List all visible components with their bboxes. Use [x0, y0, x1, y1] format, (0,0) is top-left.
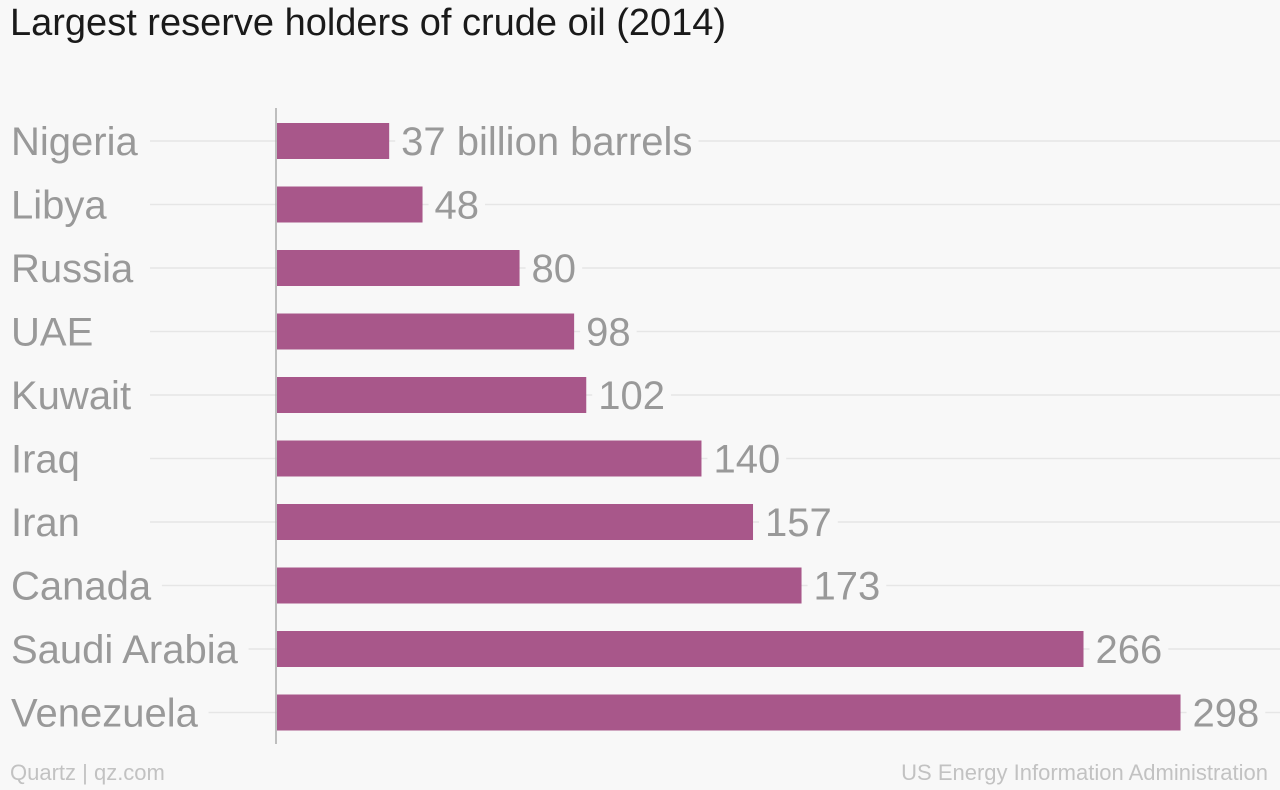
category-label-background [7, 374, 142, 418]
bar [277, 694, 1181, 731]
category-label-background [7, 437, 90, 482]
category-label-background [7, 247, 145, 291]
bar [277, 631, 1084, 667]
bar [277, 313, 575, 350]
value-label-background [395, 120, 699, 164]
value-label: 98 [586, 311, 631, 355]
category-label: Venezuela [11, 692, 199, 736]
category-label: Saudi Arabia [11, 628, 239, 672]
bar [277, 567, 802, 604]
value-label-background [759, 501, 838, 545]
category-label: UAE [11, 311, 93, 355]
category-label: Nigeria [11, 120, 138, 164]
bar [277, 186, 423, 223]
bar [277, 250, 520, 286]
value-label: 157 [765, 501, 832, 545]
category-label: Canada [11, 565, 152, 609]
category-label: Russia [11, 247, 134, 291]
value-label-background [1186, 691, 1266, 736]
bar [277, 440, 702, 477]
chart-title: Largest reserve holders of crude oil (20… [10, 2, 727, 44]
value-label-background [1089, 628, 1169, 672]
category-label: Iraq [11, 438, 80, 482]
category-label-background [7, 310, 104, 355]
value-label: 80 [532, 247, 577, 291]
bar [277, 504, 754, 540]
footer-credit: Quartz | qz.com [10, 760, 165, 785]
category-label-background [7, 501, 90, 545]
bar [277, 123, 390, 159]
value-label: 102 [598, 374, 665, 418]
category-label-background [7, 120, 149, 164]
category-label-background [7, 691, 209, 736]
value-label-background [525, 247, 583, 291]
category-label: Iran [11, 501, 80, 545]
category-label: Libya [11, 184, 107, 228]
value-label: 266 [1096, 628, 1163, 672]
footer-source: US Energy Information Administration [901, 760, 1268, 785]
value-label-background [807, 564, 887, 609]
value-label: 298 [1193, 692, 1260, 736]
value-label-background [592, 374, 672, 418]
value-label-background [580, 310, 637, 355]
value-label-background [707, 437, 787, 482]
value-label: 140 [713, 438, 780, 482]
value-label-background [428, 183, 486, 228]
category-label-background [7, 628, 249, 672]
category-label-background [7, 183, 118, 228]
value-label: 37 billion barrels [401, 120, 692, 164]
bar [277, 377, 587, 413]
category-label-background [7, 564, 162, 609]
value-label: 48 [435, 184, 480, 228]
category-label: Kuwait [11, 374, 131, 418]
value-label: 173 [814, 565, 881, 609]
